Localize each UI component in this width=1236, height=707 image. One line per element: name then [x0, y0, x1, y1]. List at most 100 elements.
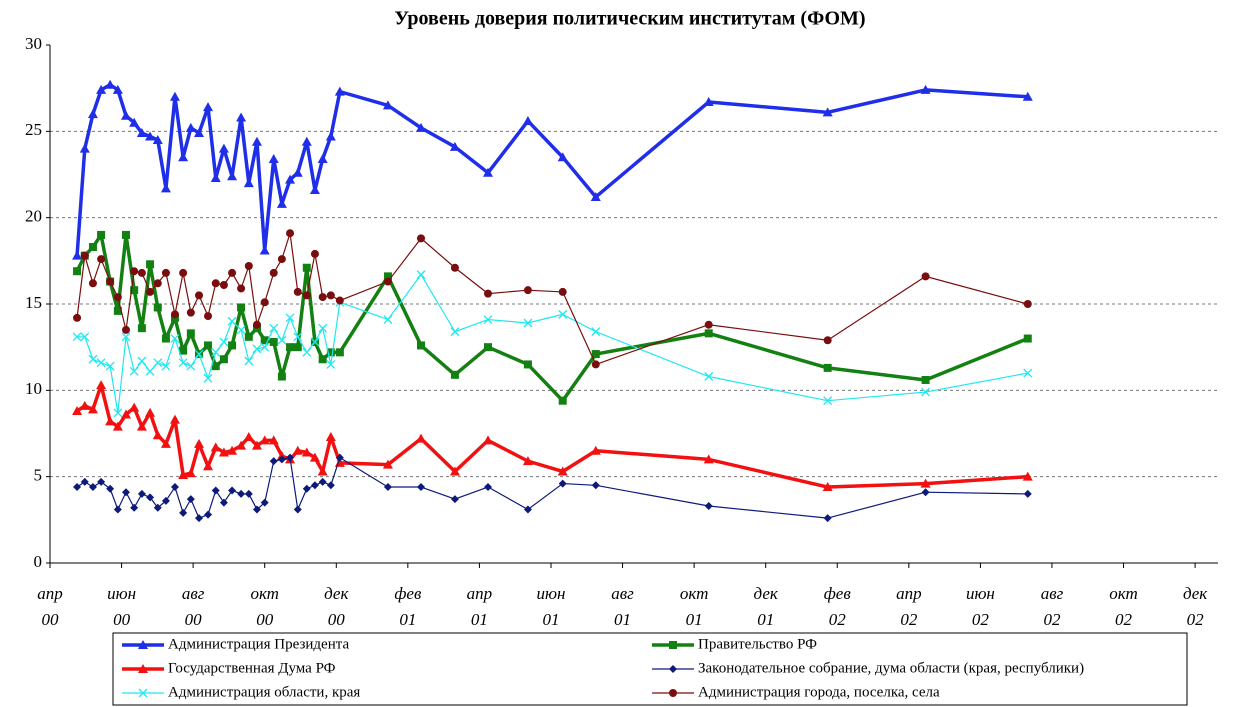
- marker: [318, 477, 327, 486]
- marker: [244, 332, 253, 341]
- marker: [96, 380, 107, 390]
- marker: [1023, 334, 1032, 343]
- marker: [334, 86, 345, 96]
- marker: [178, 469, 189, 479]
- marker: [252, 320, 261, 329]
- marker: [203, 102, 214, 112]
- marker: [121, 110, 132, 120]
- marker: [558, 309, 568, 319]
- marker: [325, 131, 336, 141]
- marker: [450, 370, 459, 379]
- marker: [325, 431, 336, 441]
- marker: [179, 268, 188, 277]
- marker: [228, 486, 237, 495]
- marker: [260, 342, 270, 352]
- marker: [72, 250, 83, 260]
- marker: [153, 503, 162, 512]
- x-tick-label: дек 01: [754, 584, 779, 629]
- marker: [416, 122, 427, 132]
- marker: [558, 479, 567, 488]
- x-tick-label: авг 01: [611, 584, 634, 629]
- x-tick-label: авг 00: [182, 584, 205, 629]
- series-line: [75, 233, 1029, 403]
- marker: [921, 272, 930, 281]
- marker: [326, 348, 335, 357]
- marker: [269, 268, 278, 277]
- marker: [921, 375, 930, 384]
- marker: [523, 360, 532, 369]
- marker: [211, 279, 220, 288]
- marker: [822, 482, 833, 492]
- marker: [186, 495, 195, 504]
- marker: [483, 167, 493, 177]
- marker: [73, 313, 82, 322]
- marker: [145, 407, 156, 417]
- marker: [286, 343, 295, 352]
- marker: [161, 496, 170, 505]
- marker: [450, 327, 460, 337]
- marker: [130, 267, 139, 276]
- marker: [79, 400, 90, 410]
- marker: [523, 286, 532, 295]
- marker: [704, 329, 713, 338]
- marker: [335, 453, 344, 462]
- marker: [251, 136, 262, 146]
- marker: [251, 440, 262, 450]
- marker: [309, 185, 320, 195]
- marker: [121, 332, 131, 342]
- marker: [161, 268, 170, 277]
- marker: [97, 477, 106, 486]
- marker: [449, 466, 460, 476]
- legend-box: [112, 632, 1188, 706]
- marker: [129, 366, 139, 376]
- x-tick-label: июн 02: [966, 584, 995, 629]
- marker: [277, 255, 286, 264]
- marker: [237, 303, 246, 312]
- marker: [227, 316, 237, 326]
- marker: [72, 406, 83, 416]
- marker: [194, 349, 204, 359]
- marker: [96, 84, 107, 94]
- marker: [113, 293, 122, 302]
- marker: [823, 336, 832, 345]
- marker: [590, 445, 601, 455]
- marker: [97, 230, 106, 239]
- marker: [268, 435, 279, 445]
- marker: [590, 191, 601, 201]
- marker: [591, 481, 600, 490]
- marker: [236, 325, 246, 335]
- marker: [136, 421, 147, 431]
- marker: [317, 466, 328, 476]
- marker: [704, 320, 713, 329]
- marker: [259, 245, 270, 255]
- marker: [417, 341, 426, 350]
- marker: [227, 171, 238, 181]
- marker: [293, 332, 303, 342]
- marker: [484, 343, 492, 352]
- marker: [137, 324, 146, 333]
- marker: [88, 279, 97, 288]
- legend-label: Законодательное собрание, дума области (…: [698, 660, 1084, 676]
- marker: [292, 167, 303, 177]
- marker: [417, 483, 426, 492]
- marker: [522, 115, 533, 125]
- marker: [112, 84, 123, 94]
- marker: [211, 347, 221, 357]
- marker: [449, 141, 460, 151]
- marker: [523, 318, 533, 328]
- marker: [416, 433, 427, 443]
- marker: [318, 323, 328, 333]
- marker: [268, 153, 279, 163]
- marker: [72, 332, 82, 342]
- marker: [136, 128, 147, 138]
- marker: [236, 440, 247, 450]
- marker: [293, 343, 302, 352]
- y-tick-label: 10: [25, 379, 42, 398]
- marker: [318, 293, 327, 302]
- marker: [138, 688, 148, 698]
- marker: [591, 360, 600, 369]
- marker: [335, 296, 344, 305]
- marker: [237, 284, 246, 293]
- marker: [179, 508, 188, 517]
- marker: [383, 272, 392, 281]
